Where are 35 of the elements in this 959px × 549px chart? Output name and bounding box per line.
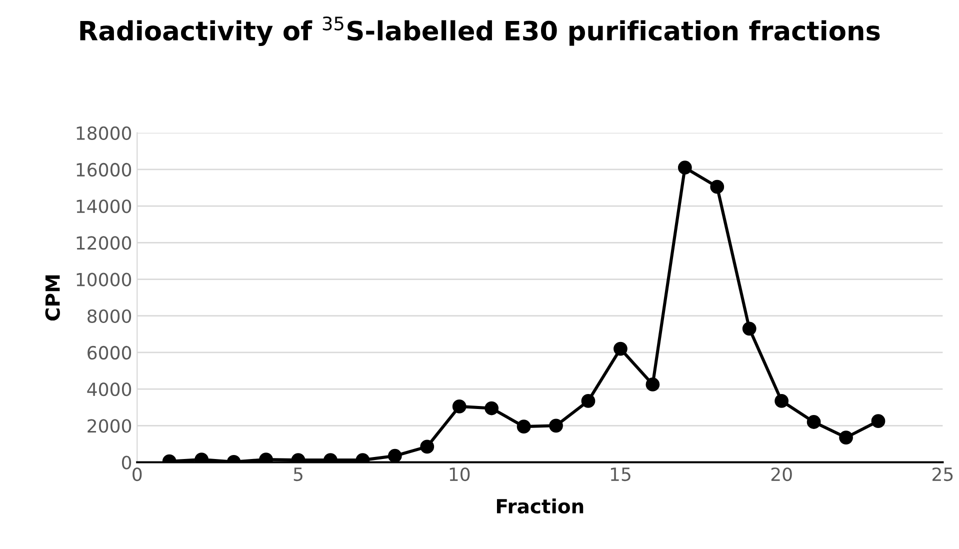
chart-title: Radioactivity of $^{35}$S-labelled E30 purification fractions	[80, 16, 880, 46]
y-tick-label: 14000	[76, 200, 132, 214]
point	[581, 394, 596, 408]
x-axis-title: Fraction	[496, 498, 584, 514]
x-tick-label: 20	[771, 467, 792, 482]
y-tick-label: 18000	[76, 126, 132, 140]
x-tick-label: 5	[294, 468, 302, 482]
point	[710, 180, 724, 194]
y-tick-label: 8000	[88, 309, 132, 323]
y-axis-title: CPM	[45, 275, 60, 321]
y-tick-label: 2000	[88, 419, 132, 433]
x-tick-label: 25	[932, 467, 953, 482]
point	[388, 448, 402, 462]
point	[614, 342, 628, 356]
x-tick-label: 15	[610, 468, 630, 482]
point	[774, 394, 789, 408]
point	[839, 430, 853, 444]
y-tick-label: 12000	[76, 236, 132, 250]
y-tick-label: 0	[122, 456, 132, 470]
y-tick-label: 16000	[76, 162, 132, 177]
point	[452, 400, 466, 414]
point	[871, 414, 886, 428]
point	[678, 160, 692, 175]
point	[420, 440, 434, 454]
x-tick-label: 10	[450, 467, 470, 482]
point	[742, 322, 756, 336]
y-tick-label: 6000	[88, 346, 132, 360]
point	[516, 420, 531, 434]
point	[806, 415, 821, 429]
y-tick-label: 4000	[87, 382, 132, 396]
point	[646, 378, 660, 392]
point	[549, 418, 563, 433]
y-tick-label: 10000	[76, 272, 132, 286]
x-tick-label: 0	[132, 467, 142, 482]
point	[484, 401, 499, 416]
